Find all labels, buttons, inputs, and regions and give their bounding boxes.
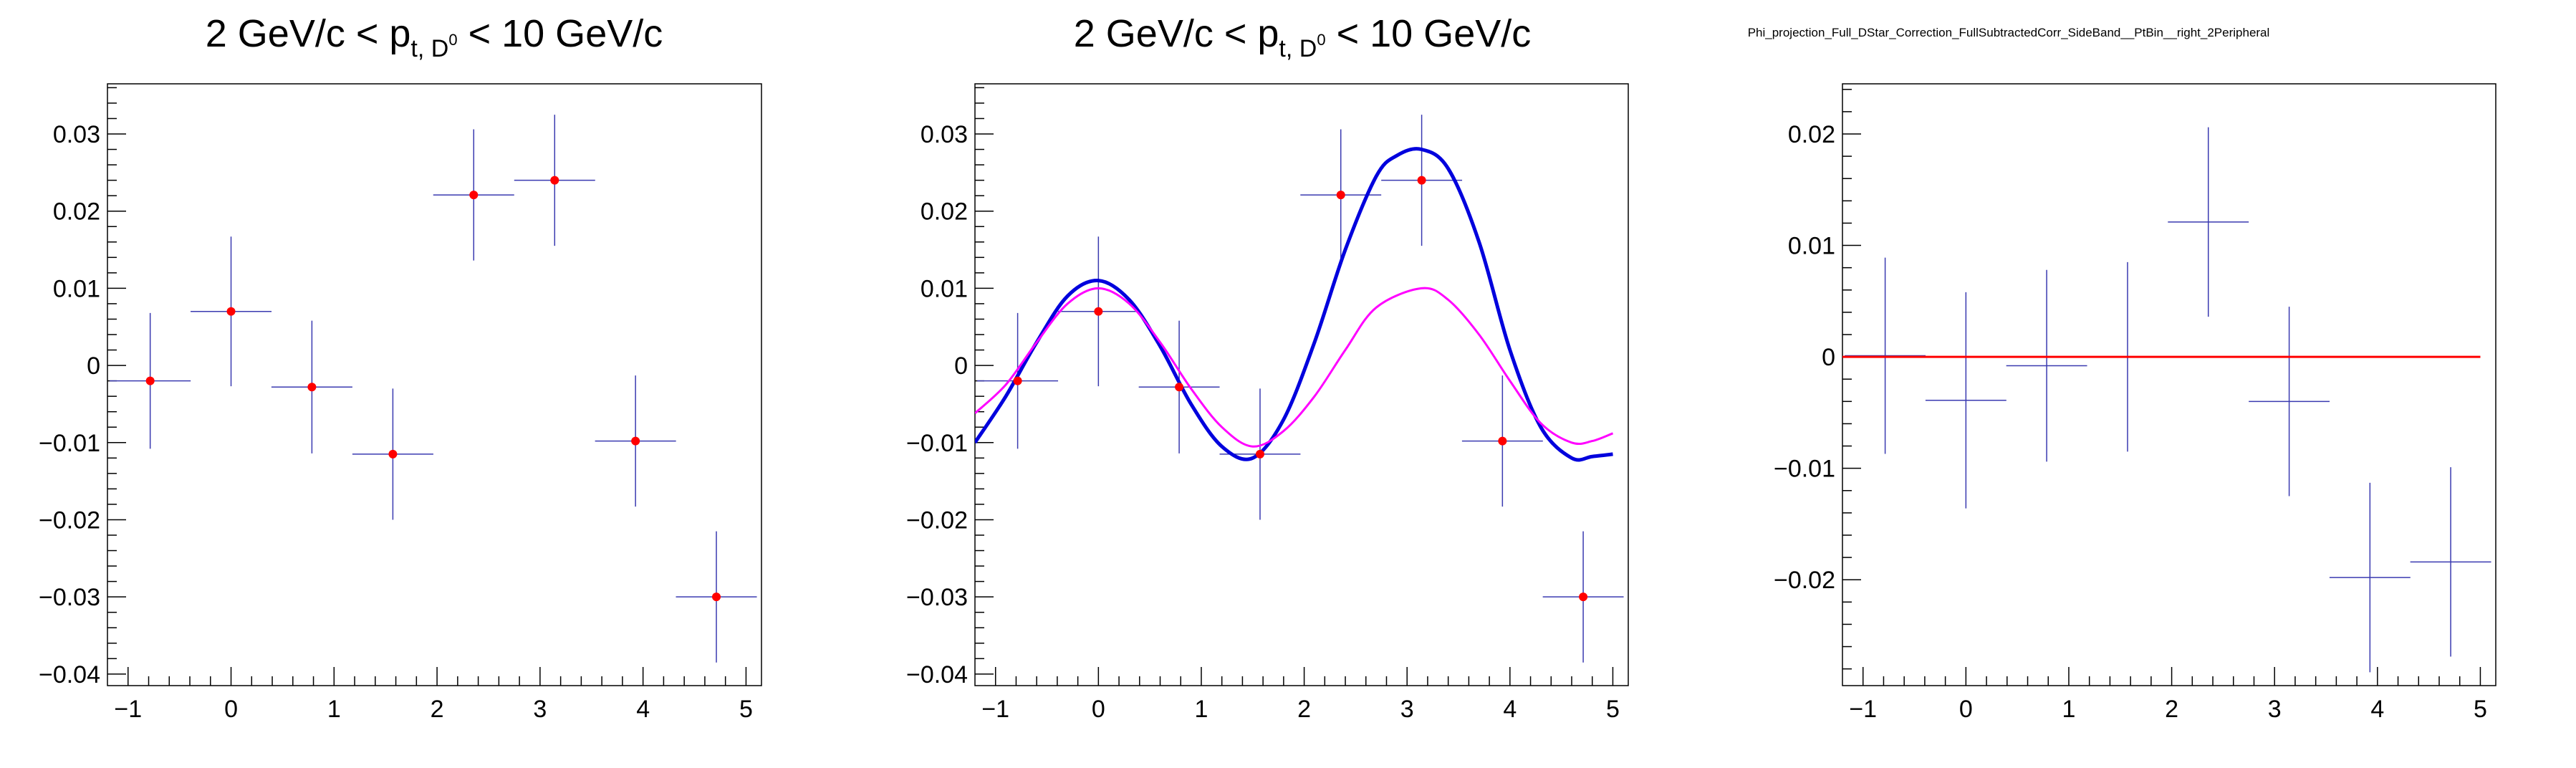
x-tick-label: 1 [327,696,341,723]
data-marker [1498,436,1507,446]
y-tick-label: −0.04 [39,661,100,688]
plot-frame [974,83,1629,686]
data-marker [1013,376,1022,385]
data-marker [307,383,317,392]
data-marker [631,436,640,446]
data-point [2006,269,2087,462]
fit-curve-primary [975,147,1613,462]
title-superscript: 0 [448,31,457,49]
data-marker [1094,307,1103,316]
x-tick-label: 2 [1297,696,1311,723]
x-tick-label: 2 [431,696,444,723]
data-marker [226,307,236,316]
x-tick-label: 3 [533,696,547,723]
title-main-text: Phi_projection_Full_DStar_Correction_Ful… [1748,26,2270,39]
data-marker [1417,176,1426,185]
data-marker [712,592,721,602]
plot-frame [107,83,762,686]
title-subscript: t, D [410,35,448,62]
x-tick-label: 5 [739,696,753,723]
x-tick-label: 2 [2165,696,2178,723]
y-tick-label: −0.04 [906,661,968,688]
x-tick-label: 4 [636,696,650,723]
x-tick-label: 5 [1606,696,1620,723]
data-marker [1579,592,1588,602]
title-superscript: 0 [1317,31,1325,49]
y-tick-label: −0.02 [906,507,968,534]
x-tick-label: 4 [1503,696,1517,723]
x-tick-label: 4 [2370,696,2384,723]
y-tick-label: −0.02 [1774,567,1835,594]
x-tick-label: 5 [2474,696,2487,723]
y-tick-label: 0.02 [53,198,100,226]
y-tick-label: 0.03 [53,121,100,148]
y-tick-label: 0.02 [921,198,968,226]
y-tick-label: 0 [87,352,100,380]
data-marker [388,449,398,459]
panel-middle: 2 GeV/c < pt, D0 < 10 GeV/c−1 0 1 2 3 4 5−0.04… [906,12,1629,723]
chart-title: 2 GeV/c < pt, D0 < 10 GeV/c [1074,12,1532,62]
data-marker [1336,191,1345,200]
title-main-text: 2 GeV/c < p [206,12,411,55]
panel-right: Phi_projection_Full_DStar_Correction_Ful… [1748,26,2496,723]
data-point [1845,257,1926,454]
data-point [1925,292,2007,509]
x-tick-label: 1 [2062,696,2076,723]
y-tick-label: 0.01 [53,275,100,302]
title-subscript: t, D [1279,35,1317,62]
y-tick-label: −0.01 [1774,456,1835,483]
y-tick-label: 0 [1822,344,1835,371]
y-tick-label: −0.03 [906,584,968,611]
x-tick-label: 1 [1195,696,1208,723]
x-tick-label: 0 [1092,696,1105,723]
y-tick-label: −0.02 [39,507,100,534]
y-tick-label: −0.01 [39,430,100,457]
x-tick-label: 3 [2268,696,2282,723]
y-tick-label: 0.01 [1788,233,1835,260]
plot-frame [1842,83,2496,686]
data-point [2410,467,2491,657]
data-marker [1175,383,1184,392]
data-point [2329,482,2411,673]
title-suffix: < 10 GeV/c [1326,12,1532,55]
x-tick-label: −1 [1849,696,1877,723]
x-tick-label: −1 [114,696,142,723]
y-tick-label: 0.03 [921,121,968,148]
y-tick-label: −0.03 [39,584,100,611]
data-point [2249,307,2330,496]
y-tick-label: 0 [954,352,968,380]
y-tick-label: −0.01 [906,430,968,457]
fit-curve-secondary [975,287,1614,448]
panel-left: 2 GeV/c < pt, D0 < 10 GeV/c−1 0 1 2 3 4 5−0.04… [39,12,762,723]
x-tick-label: 3 [1400,696,1414,723]
title-main-text: 2 GeV/c < p [1074,12,1279,55]
y-tick-label: 0.02 [1788,121,1835,148]
data-marker [550,176,559,185]
y-tick-label: 0.01 [921,275,968,302]
data-point [2168,127,2249,317]
chart-title: 2 GeV/c < pt, D0 < 10 GeV/c [206,12,663,62]
title-suffix: < 10 GeV/c [458,12,663,55]
data-marker [469,191,479,200]
x-tick-label: 0 [1959,696,1973,723]
data-marker [1255,449,1264,459]
chart-title: Phi_projection_Full_DStar_Correction_Ful… [1748,26,2270,39]
x-tick-label: 0 [224,696,238,723]
x-tick-label: −1 [981,696,1009,723]
data-marker [145,376,155,385]
